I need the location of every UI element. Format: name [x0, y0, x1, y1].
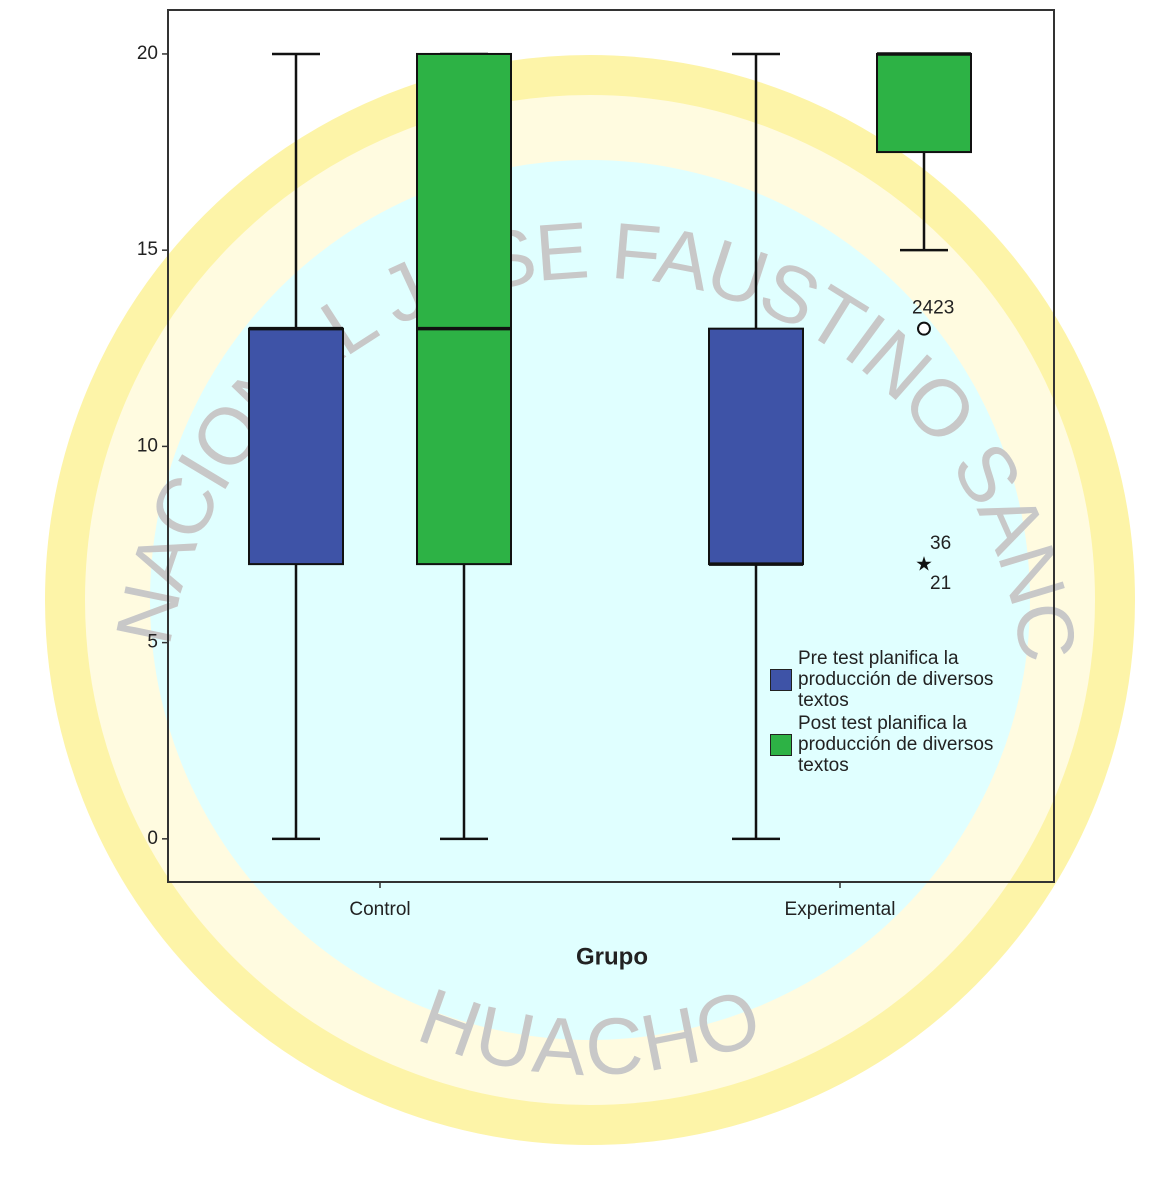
outlier: [918, 323, 930, 335]
box: [417, 54, 511, 564]
y-tick-label: 20: [137, 43, 158, 64]
legend-swatch: [770, 734, 792, 756]
legend: Pre test planifica la producción de dive…: [770, 648, 1040, 778]
chart: UNIVERSIDAD NACIONAL JOSE FAUSTINO SANCH…: [0, 0, 1176, 1194]
legend-item: Post test planifica la producción de div…: [770, 713, 1040, 776]
legend-label: Pre test planifica la producción de dive…: [798, 648, 1040, 711]
extreme-label: 21: [930, 573, 951, 594]
y-tick-label: 0: [147, 828, 158, 849]
extreme-label: 36: [930, 533, 951, 554]
box: [249, 329, 343, 564]
box: [709, 329, 803, 564]
y-tick-label: 15: [137, 239, 158, 260]
y-tick-label: 5: [147, 632, 158, 653]
x-axis-label: Grupo: [576, 943, 648, 970]
outlier-label: 2423: [912, 298, 954, 319]
legend-item: Pre test planifica la producción de dive…: [770, 648, 1040, 711]
x-tick-label: Experimental: [785, 899, 896, 920]
legend-label: Post test planifica la producción de div…: [798, 713, 1040, 776]
x-tick-label: Control: [349, 899, 410, 920]
page: {"chart_data": {"type": "box", "watermar…: [0, 0, 1176, 1194]
legend-swatch: [770, 669, 792, 691]
box: [877, 54, 971, 152]
y-tick-label: 10: [137, 435, 158, 456]
